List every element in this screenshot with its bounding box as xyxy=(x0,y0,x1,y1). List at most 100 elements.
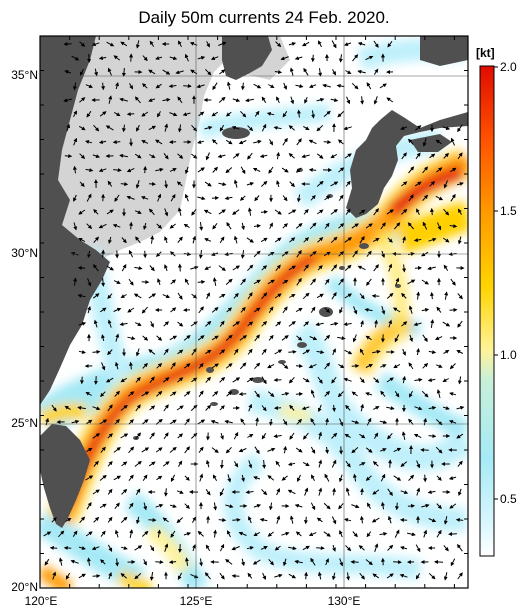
current-vector xyxy=(177,207,182,216)
current-vector xyxy=(338,223,345,229)
current-vector xyxy=(456,182,464,186)
current-vector xyxy=(450,278,456,286)
current-vector xyxy=(79,181,85,187)
current-vector xyxy=(85,531,93,537)
current-vector xyxy=(98,56,107,61)
current-vector xyxy=(198,390,204,398)
current-vector xyxy=(261,433,267,440)
current-vector xyxy=(364,307,373,312)
current-vector xyxy=(199,473,204,482)
current-vector xyxy=(302,377,310,383)
current-vector xyxy=(330,98,339,103)
current-vector xyxy=(211,111,218,117)
current-vector xyxy=(205,152,210,161)
current-vector xyxy=(386,406,395,411)
current-vector xyxy=(408,362,414,370)
current-vector xyxy=(105,125,114,131)
current-vector xyxy=(338,194,344,201)
current-vector xyxy=(225,504,234,509)
current-vector xyxy=(162,517,169,523)
current-vector xyxy=(259,517,268,522)
colorbar-unit: [kt] xyxy=(476,46,495,60)
current-vector xyxy=(275,321,282,327)
current-vector xyxy=(413,238,422,243)
current-vector xyxy=(317,571,322,580)
land-honshu-north xyxy=(420,36,468,66)
current-vector xyxy=(254,110,260,117)
current-vector xyxy=(330,321,339,326)
current-vector xyxy=(170,530,176,538)
current-vector xyxy=(408,166,415,174)
current-vector xyxy=(303,208,309,215)
current-vector xyxy=(107,516,113,523)
current-vector xyxy=(294,503,303,508)
current-vector xyxy=(232,153,240,159)
current-vector xyxy=(247,572,253,579)
current-vector xyxy=(240,110,247,118)
current-vector xyxy=(163,348,169,355)
current-vector xyxy=(106,41,115,47)
current-vector xyxy=(205,544,211,551)
current-vector xyxy=(274,349,283,355)
current-vector xyxy=(247,152,253,160)
current-vector xyxy=(247,434,254,438)
current-vector xyxy=(169,223,176,229)
current-vector xyxy=(73,110,77,118)
current-vector xyxy=(177,460,183,467)
current-vector xyxy=(226,307,233,313)
current-vector xyxy=(121,488,128,495)
current-vector xyxy=(373,96,378,105)
current-vector xyxy=(456,405,465,410)
current-vector xyxy=(428,572,436,580)
current-vector xyxy=(380,448,387,452)
current-vector xyxy=(359,209,366,215)
current-vector xyxy=(114,361,119,370)
current-vector xyxy=(337,391,344,398)
current-vector xyxy=(281,531,290,536)
current-vector xyxy=(148,98,156,102)
current-vector xyxy=(241,558,246,567)
current-vector xyxy=(141,140,149,144)
current-vector xyxy=(268,84,275,88)
current-vector xyxy=(458,208,462,215)
current-vector xyxy=(413,433,422,439)
current-vector xyxy=(77,405,86,410)
current-vector xyxy=(197,279,206,284)
current-vector xyxy=(372,237,380,243)
current-vector xyxy=(177,572,183,580)
current-vector xyxy=(288,546,297,551)
current-vector xyxy=(338,278,344,286)
current-vector xyxy=(197,196,206,201)
current-vector xyxy=(316,180,324,187)
current-vector xyxy=(267,475,275,481)
current-vector xyxy=(337,110,345,118)
current-vector xyxy=(402,375,406,384)
current-vector xyxy=(192,235,197,244)
current-vector xyxy=(126,112,135,117)
current-vector xyxy=(407,222,414,230)
current-vector xyxy=(197,530,204,537)
current-vector xyxy=(93,460,99,467)
current-vector xyxy=(435,446,443,454)
current-vector xyxy=(198,446,204,453)
current-vector xyxy=(49,545,58,550)
current-vector xyxy=(332,404,336,412)
current-vector xyxy=(182,112,191,117)
current-vector xyxy=(155,167,164,172)
current-vector xyxy=(219,69,226,75)
current-vector xyxy=(302,292,310,300)
current-vector xyxy=(170,474,176,482)
current-vector xyxy=(254,334,260,342)
current-vector xyxy=(331,376,337,384)
current-vector xyxy=(315,322,324,327)
current-vector xyxy=(64,154,73,159)
current-vector xyxy=(316,124,324,132)
current-vector xyxy=(318,68,323,77)
current-vector xyxy=(225,139,233,145)
current-vector xyxy=(225,111,232,117)
current-vector xyxy=(359,235,365,244)
current-vector xyxy=(318,487,323,496)
current-vector xyxy=(66,123,71,132)
current-vector xyxy=(254,195,260,202)
